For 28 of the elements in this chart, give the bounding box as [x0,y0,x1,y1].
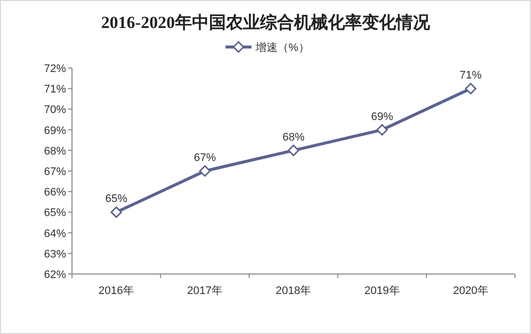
x-tick-label: 2018年 [276,285,312,297]
chart-title: 2016-2020年中国农业综合机械化率变化情况 [101,13,431,32]
y-tick-label: 63% [44,248,66,260]
x-tick-label: 2020年 [452,285,488,297]
text: 68% [282,131,305,144]
legend-label: 增速（%） [254,41,310,54]
y-tick-label: 72% [44,63,66,75]
point [110,206,122,218]
y-tick-label: 67% [44,166,66,178]
y-tick-label: 62% [44,269,66,281]
point [199,165,211,177]
text: 67% [194,152,216,164]
y-tick-label: 64% [44,228,66,240]
point [288,144,300,156]
point [376,124,388,136]
text: 69% [371,110,394,123]
y-tick-label: 68% [44,145,66,158]
x-tick-label: 2016年 [98,285,134,297]
y-tick-label: 65% [44,207,66,220]
text: 65% [105,193,128,206]
text: 71% [460,70,482,82]
y-tick-label: 69% [44,124,66,137]
y-tick-label: 70% [44,104,66,116]
point [464,82,476,94]
x-tick-label: 2017年 [187,285,223,297]
y-tick-label: 71% [44,84,66,96]
x-tick-label: 2019年 [364,285,400,297]
y-tick-label: 66% [44,186,66,199]
